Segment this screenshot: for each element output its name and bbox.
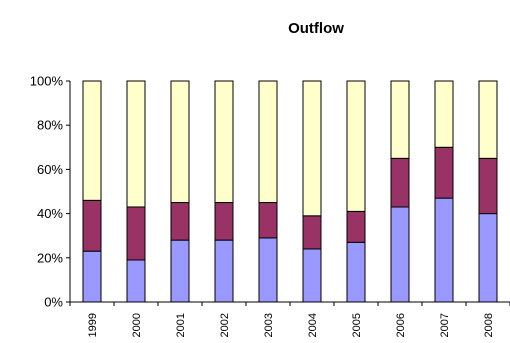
bar-segment xyxy=(170,80,190,204)
x-tick-label: 2008 xyxy=(483,313,495,337)
bar-segment xyxy=(82,80,102,201)
y-tick-label: 0% xyxy=(44,295,63,310)
bar-segment xyxy=(258,237,278,303)
bar-segment xyxy=(434,80,454,148)
bar-segment xyxy=(82,250,102,303)
bar-segment xyxy=(346,80,366,212)
bar-segment xyxy=(214,239,234,303)
bar-segment xyxy=(82,199,102,252)
bar-segment xyxy=(346,210,366,243)
bar-segment xyxy=(390,80,410,159)
bar-segment xyxy=(390,206,410,303)
bar-segment xyxy=(478,213,498,303)
x-tick-label: 1999 xyxy=(87,313,99,337)
bar-segment xyxy=(126,206,146,261)
bar-segment xyxy=(478,157,498,215)
y-tick-label: 40% xyxy=(37,206,63,221)
bar-segment xyxy=(434,197,454,303)
y-tick-label: 60% xyxy=(37,162,63,177)
plot-area: 0% 20% 40% 60% 80% 100% 1999 2000 2001 2002 2003 20… xyxy=(30,74,510,337)
bar-segment xyxy=(390,157,410,208)
bar-segment xyxy=(346,241,366,303)
bar-segment xyxy=(214,80,234,204)
bar-segment xyxy=(126,80,146,208)
y-tick-label: 20% xyxy=(37,250,63,265)
bar-segment xyxy=(170,239,190,303)
x-tick-label: 2002 xyxy=(219,313,231,337)
x-tick-label: 2000 xyxy=(131,313,143,337)
x-tick-label: 2007 xyxy=(439,313,451,337)
bar-segment xyxy=(302,248,322,303)
bar-segment xyxy=(214,202,234,241)
bar-segment xyxy=(302,215,322,250)
x-tick-label: 2004 xyxy=(307,313,319,337)
bar-segment xyxy=(258,80,278,204)
y-tick-label: 80% xyxy=(37,118,63,133)
bar-segment xyxy=(434,146,454,199)
bar-segment xyxy=(170,202,190,241)
chart-title: Outflow xyxy=(288,20,344,37)
x-tick-label: 2005 xyxy=(351,313,363,337)
bar-segment xyxy=(478,80,498,159)
y-tick-label: 100% xyxy=(30,74,64,89)
x-tick-label: 2003 xyxy=(263,313,275,337)
x-tick-label: 2001 xyxy=(175,313,187,337)
bar-segment xyxy=(258,202,278,239)
x-tick-label: 2006 xyxy=(395,313,407,337)
bar-segment xyxy=(126,259,146,303)
bar-segment xyxy=(302,80,322,217)
